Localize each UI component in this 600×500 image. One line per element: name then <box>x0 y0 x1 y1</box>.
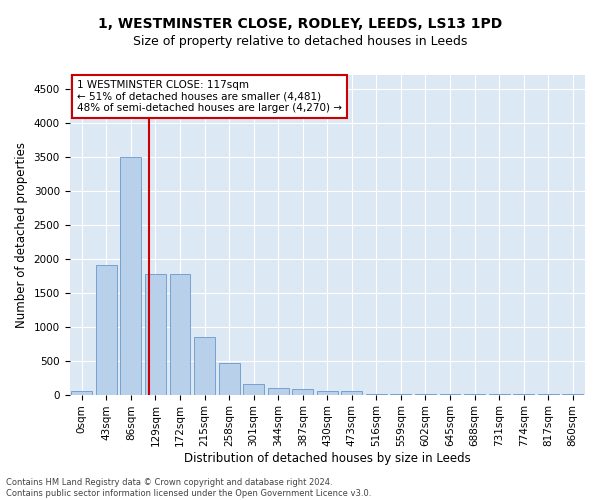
Text: 1 WESTMINSTER CLOSE: 117sqm
← 51% of detached houses are smaller (4,481)
48% of : 1 WESTMINSTER CLOSE: 117sqm ← 51% of det… <box>77 80 342 113</box>
Bar <box>194 337 215 394</box>
Bar <box>170 274 190 394</box>
Text: Contains HM Land Registry data © Crown copyright and database right 2024.
Contai: Contains HM Land Registry data © Crown c… <box>6 478 371 498</box>
Text: Size of property relative to detached houses in Leeds: Size of property relative to detached ho… <box>133 35 467 48</box>
Bar <box>96 266 117 394</box>
Bar <box>243 384 264 394</box>
Bar <box>121 156 142 394</box>
Bar <box>71 391 92 394</box>
Bar <box>145 274 166 394</box>
Bar <box>292 390 313 394</box>
Bar <box>268 388 289 394</box>
X-axis label: Distribution of detached houses by size in Leeds: Distribution of detached houses by size … <box>184 452 470 465</box>
Bar <box>341 391 362 394</box>
Y-axis label: Number of detached properties: Number of detached properties <box>15 142 28 328</box>
Bar <box>218 364 239 394</box>
Bar <box>317 391 338 394</box>
Text: 1, WESTMINSTER CLOSE, RODLEY, LEEDS, LS13 1PD: 1, WESTMINSTER CLOSE, RODLEY, LEEDS, LS1… <box>98 18 502 32</box>
